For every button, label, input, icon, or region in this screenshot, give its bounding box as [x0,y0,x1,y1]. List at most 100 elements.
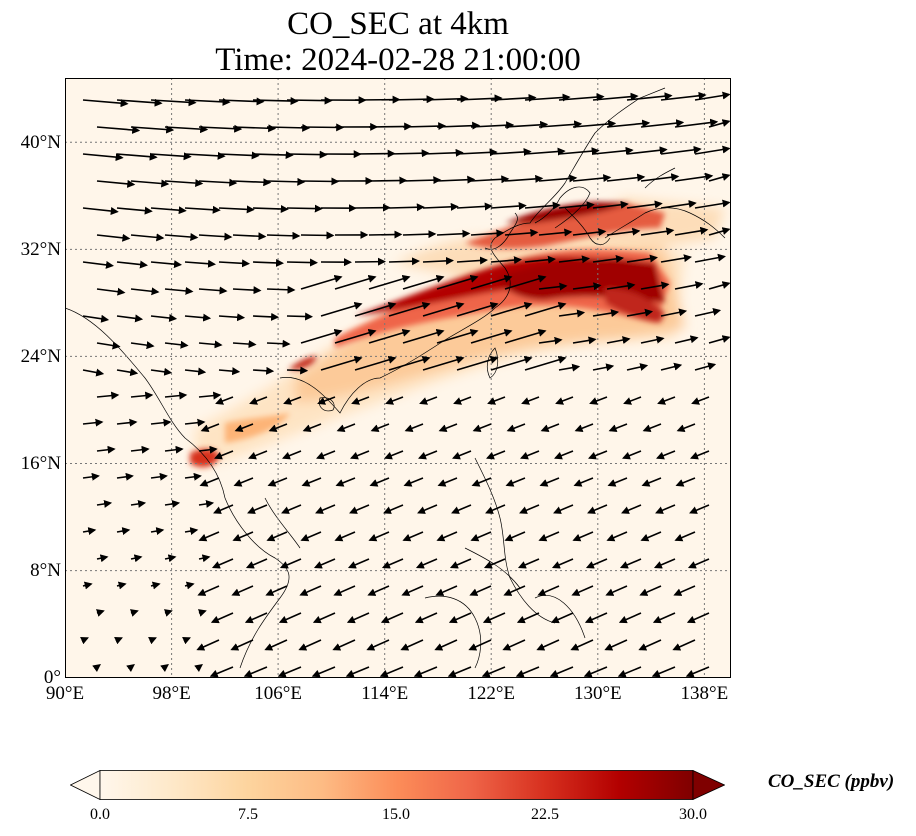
wind-vector-arrow [415,558,438,569]
wind-vector-arrow [82,472,100,481]
wind-vector-arrow [213,504,234,514]
wind-vector-arrow [301,477,322,487]
wind-vector-arrow [588,450,608,460]
wind-vector-arrow [298,639,322,651]
wind-vector-arrow [218,151,260,160]
wind-vector-arrow [487,396,506,405]
wind-vector-arrow [470,175,510,184]
wind-vector-arrow [320,302,363,317]
wind-vector-arrow [553,504,574,514]
wind-vector-arrow [504,120,549,129]
wind-vector-arrow [672,639,696,651]
wind-vector-arrow [252,258,284,267]
wind-vector-arrow [694,145,731,155]
wind-vector-arrow [655,504,676,514]
wind-vector-arrow [448,612,472,624]
colorbar-tick-label: 15.0 [382,806,410,823]
wind-vector-arrow [558,309,586,318]
wind-vector-arrow [400,639,424,651]
wind-vector-arrow [266,285,296,294]
wind-vector-arrow [436,121,481,130]
wind-vector-arrow [606,531,628,542]
wind-vector-arrow [506,423,526,432]
wind-vector-arrow [278,612,302,624]
wind-vector-arrow [334,329,377,344]
wind-vector-arrow [197,609,207,617]
wind-vector-arrow [592,309,620,318]
wind-vector-arrow [388,356,431,371]
wind-vector-arrow [82,99,129,108]
wind-vector-arrow [346,612,370,624]
wind-vector-arrow [332,639,356,651]
wind-vector-arrow [626,200,663,209]
wind-vector-arrow [164,286,194,295]
wind-vector-arrow [572,119,617,128]
wind-vector-arrow [164,233,199,241]
wind-vector-arrow [583,666,608,678]
wind-vector-arrow [422,302,465,317]
wind-vector-arrow [218,205,255,214]
wind-vector-arrow [300,275,343,290]
wind-vector-arrow [300,329,343,344]
wind-vector-arrow [402,122,447,131]
wind-vector-arrow [554,450,574,460]
wind-vector-arrow [640,531,662,542]
wind-vector-arrow [524,93,571,102]
wind-vector-arrow [82,527,97,536]
wind-vector-arrow [449,558,472,569]
wind-vector-arrow [418,450,438,460]
wind-vector-arrow [160,664,169,673]
colorbar-label: CO_SEC (ppbv) [768,771,895,792]
wind-vector-arrow [367,585,390,596]
wind-vector-arrow [685,666,710,678]
wind-vector-arrow [660,91,707,101]
wind-vector-arrow [96,233,131,242]
wind-vector-arrow [618,612,642,624]
wind-vector-arrow [572,174,612,183]
wind-vector-arrow [674,226,709,236]
wind-vector-arrow [312,612,336,624]
wind-vector-arrow [504,329,547,344]
wind-vector-arrow [196,639,220,651]
wind-vector-arrow [366,639,390,651]
wind-vector-arrow [413,666,438,678]
wind-vector-arrow [130,179,170,188]
wind-vector-arrow [150,152,192,161]
colorbar-tick-label: 22.5 [531,806,559,823]
wind-vector-arrow [537,585,560,596]
wind-vector-arrow [82,581,93,590]
colorbar-extend-max [692,770,725,800]
wind-vector-arrow [350,450,370,460]
wind-vector-arrow [538,336,563,345]
wind-vector-arrow [571,585,594,596]
wind-vector-arrow [572,531,594,542]
colorbar [70,770,725,800]
wind-vector-arrow [282,450,302,460]
wind-vector-arrow [402,176,442,185]
wind-vector-arrow [231,585,254,596]
wind-vector-arrow [708,227,731,236]
wind-vector-arrow [82,418,104,427]
wind-vector-arrow [538,228,573,237]
wind-vector-arrow [674,172,714,182]
wind-vector-arrow [198,554,211,563]
wind-vector-arrow [130,233,165,242]
wind-vector-arrow [470,531,492,542]
wind-vector-arrow [592,254,624,263]
wind-vector-arrow [490,147,532,156]
wind-vector-arrow [164,179,204,188]
wind-vector-arrow [456,302,499,317]
wind-vector-arrow [315,504,336,514]
wind-vector-arrow [379,666,404,678]
wind-vector-arrow [539,477,560,487]
wind-vector-arrow [471,477,492,487]
wind-vector-arrow [626,308,654,317]
wind-vector-arrow [277,666,302,678]
wind-vector-arrow [150,260,182,269]
wind-vector-arrow [184,259,216,268]
wind-vectors [80,91,731,678]
wind-vector-arrow [606,119,651,128]
wind-vector-arrow [164,340,189,349]
wind-vector-arrow [470,275,513,290]
wind-vector-arrow [267,477,288,487]
